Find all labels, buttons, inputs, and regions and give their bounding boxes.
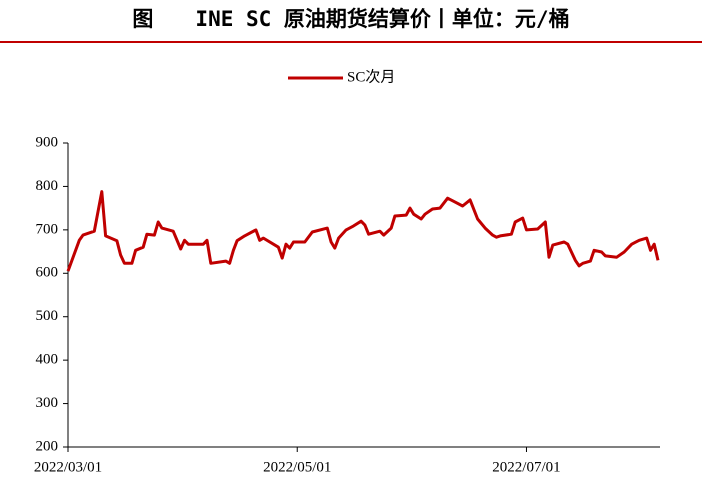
y-tick-label: 900 <box>36 134 59 150</box>
legend-label: SC次月 <box>347 68 395 85</box>
y-tick-label: 800 <box>36 178 59 194</box>
y-tick-label: 700 <box>36 221 59 237</box>
chart-title: 图 INE SC 原油期货结算价丨单位：元/桶 <box>132 7 569 31</box>
x-tick-label: 2022/07/01 <box>492 459 560 475</box>
data-line <box>66 190 660 272</box>
x-tick-label: 2022/05/01 <box>263 459 331 475</box>
y-tick-label: 400 <box>36 352 59 368</box>
y-tick-label: 300 <box>36 395 59 411</box>
y-tick-label: 600 <box>36 265 59 281</box>
y-tick-label: 200 <box>36 438 59 454</box>
x-tick-label: 2022/03/01 <box>34 459 102 475</box>
y-tick-label: 500 <box>36 308 59 324</box>
